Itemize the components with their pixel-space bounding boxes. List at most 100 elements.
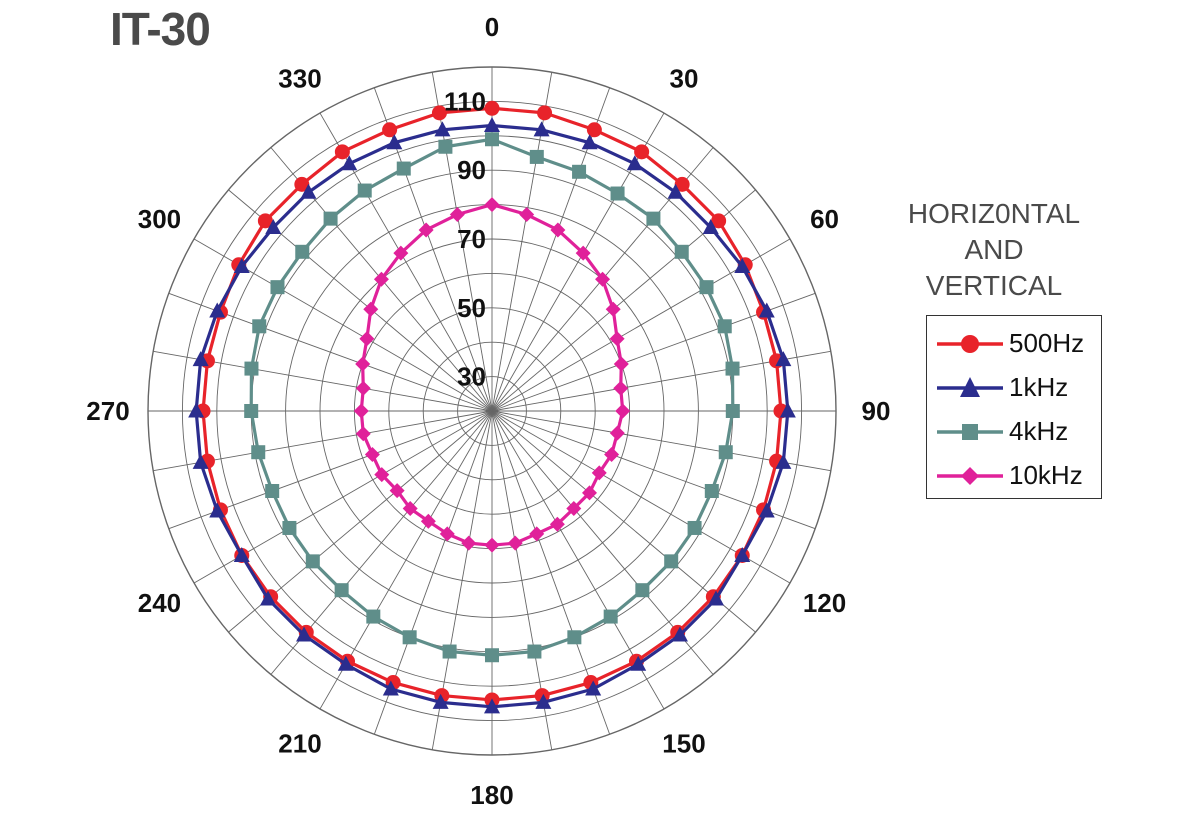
data-point bbox=[355, 380, 371, 396]
data-point bbox=[364, 447, 380, 463]
data-point bbox=[717, 319, 732, 334]
radial-tick-label: 30 bbox=[457, 362, 486, 392]
data-point bbox=[252, 319, 267, 334]
angle-tick-label: 90 bbox=[862, 396, 891, 426]
legend-item-4khz: 4kHz bbox=[927, 410, 1103, 454]
chart-title: IT-30 bbox=[110, 3, 211, 55]
data-point bbox=[734, 258, 751, 274]
legend-label: 10kHz bbox=[1009, 460, 1083, 490]
data-point bbox=[484, 537, 500, 553]
data-point bbox=[257, 213, 273, 229]
series-1khz bbox=[188, 116, 796, 714]
radial-tick-label: 90 bbox=[457, 155, 486, 185]
data-point bbox=[353, 403, 369, 419]
grid-spoke bbox=[491, 72, 553, 412]
data-point bbox=[359, 331, 375, 347]
data-point bbox=[572, 164, 587, 179]
legend-item-1khz: 1kHz bbox=[927, 366, 1103, 410]
data-point bbox=[192, 453, 209, 469]
data-point bbox=[484, 100, 500, 116]
angle-tick-label: 210 bbox=[278, 729, 321, 759]
data-point bbox=[605, 301, 621, 317]
data-point bbox=[646, 211, 661, 226]
angle-tick-label: 0 bbox=[485, 12, 499, 42]
angle-tick-label: 180 bbox=[470, 780, 513, 810]
data-point bbox=[609, 425, 625, 441]
data-point bbox=[582, 485, 598, 501]
data-point bbox=[550, 222, 566, 238]
data-point bbox=[615, 403, 631, 419]
legend-swatch-10khz bbox=[937, 467, 1003, 485]
data-point bbox=[260, 590, 277, 606]
data-point bbox=[609, 331, 625, 347]
data-point bbox=[334, 583, 349, 598]
radial-tick-label: 50 bbox=[457, 293, 486, 323]
data-point bbox=[549, 516, 565, 532]
legend-item-10khz: 10kHz bbox=[927, 454, 1103, 498]
data-point bbox=[725, 361, 740, 376]
legend-label: 500Hz bbox=[1009, 328, 1085, 358]
data-point bbox=[337, 655, 354, 671]
data-point bbox=[244, 404, 259, 418]
series-layer bbox=[188, 100, 796, 714]
data-point bbox=[251, 445, 266, 460]
data-point bbox=[610, 186, 625, 201]
legend: 500Hz 1kHz 4kHz 10kHz bbox=[926, 315, 1102, 499]
data-point bbox=[758, 302, 775, 318]
subtitle-line: HORIZ0NTAL bbox=[907, 198, 1081, 229]
data-point bbox=[373, 271, 389, 287]
data-point bbox=[575, 245, 591, 261]
data-point bbox=[758, 502, 775, 518]
legend-swatch-1khz bbox=[937, 377, 1003, 397]
data-point bbox=[449, 207, 465, 223]
data-point bbox=[341, 155, 358, 171]
data-point bbox=[591, 465, 607, 481]
data-point bbox=[484, 698, 500, 714]
data-point bbox=[393, 245, 409, 261]
data-point bbox=[711, 213, 727, 229]
data-point bbox=[613, 356, 629, 372]
data-point bbox=[209, 502, 226, 518]
data-point bbox=[265, 484, 280, 499]
angle-tick-label: 330 bbox=[278, 63, 321, 93]
data-point bbox=[775, 351, 792, 367]
data-point bbox=[402, 501, 418, 517]
data-point bbox=[484, 116, 500, 132]
data-point bbox=[233, 546, 250, 562]
subtitle-line: AND bbox=[964, 234, 1024, 265]
data-point bbox=[366, 609, 381, 624]
data-point bbox=[323, 211, 338, 226]
data-point bbox=[702, 218, 719, 234]
data-point bbox=[529, 526, 545, 542]
legend-item-500hz: 500Hz bbox=[927, 322, 1103, 366]
data-point bbox=[233, 258, 250, 274]
data-point bbox=[779, 402, 796, 418]
angle-tick-label: 300 bbox=[138, 204, 181, 234]
data-point bbox=[461, 535, 477, 551]
legend-label: 4kHz bbox=[1009, 416, 1069, 446]
angle-tick-label: 150 bbox=[662, 729, 705, 759]
data-point bbox=[775, 453, 792, 469]
data-point bbox=[282, 520, 297, 535]
data-point bbox=[438, 139, 453, 154]
angle-tick-label: 120 bbox=[803, 588, 846, 618]
data-point bbox=[586, 122, 602, 138]
data-point bbox=[432, 693, 449, 709]
data-point bbox=[192, 351, 209, 367]
data-point bbox=[667, 183, 684, 199]
data-point bbox=[725, 404, 740, 418]
data-point bbox=[529, 149, 544, 164]
legend-label: 1kHz bbox=[1009, 372, 1069, 402]
data-point bbox=[585, 680, 602, 696]
data-point bbox=[434, 121, 451, 137]
data-point bbox=[418, 222, 434, 238]
angle-tick-label: 30 bbox=[670, 63, 699, 93]
data-point bbox=[535, 693, 552, 709]
data-point bbox=[334, 144, 350, 160]
data-point bbox=[382, 680, 399, 696]
data-point bbox=[188, 402, 205, 418]
data-point bbox=[527, 644, 542, 659]
data-point bbox=[507, 535, 523, 551]
data-point bbox=[265, 218, 282, 234]
data-point bbox=[630, 655, 647, 671]
